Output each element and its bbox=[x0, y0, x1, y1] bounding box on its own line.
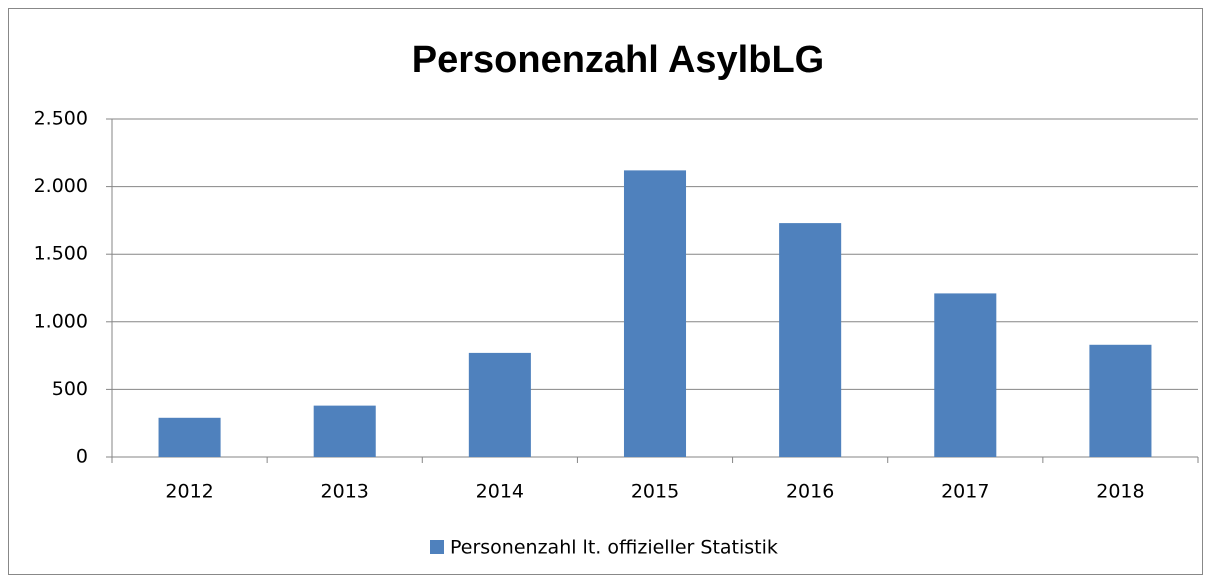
x-tick-label: 2016 bbox=[786, 481, 834, 503]
y-tick-label: 500 bbox=[52, 378, 88, 400]
bar bbox=[158, 417, 221, 457]
x-tick-label: 2018 bbox=[1096, 481, 1144, 503]
y-tick-label: 1.500 bbox=[34, 243, 88, 265]
bar bbox=[468, 352, 531, 457]
bar bbox=[623, 170, 687, 457]
y-tick-label: 2.000 bbox=[34, 175, 88, 197]
legend-label: Personenzahl lt. offizieller Statistik bbox=[450, 537, 778, 559]
chart-title: Personenzahl AsylbLG bbox=[412, 39, 824, 81]
bar bbox=[313, 405, 376, 457]
bar bbox=[934, 293, 997, 457]
y-tick-label: 1.000 bbox=[34, 310, 88, 332]
bar bbox=[1089, 344, 1152, 457]
y-tick-label: 0 bbox=[76, 446, 88, 468]
x-tick-label: 2015 bbox=[631, 481, 679, 503]
y-tick-label: 2.500 bbox=[34, 108, 88, 130]
x-tick-label: 2012 bbox=[165, 481, 213, 503]
legend-swatch bbox=[430, 540, 444, 554]
chart-border bbox=[8, 8, 1203, 575]
x-tick-label: 2017 bbox=[941, 481, 989, 503]
x-tick-label: 2013 bbox=[321, 481, 369, 503]
x-tick-label: 2014 bbox=[476, 481, 524, 503]
bar bbox=[779, 223, 842, 457]
